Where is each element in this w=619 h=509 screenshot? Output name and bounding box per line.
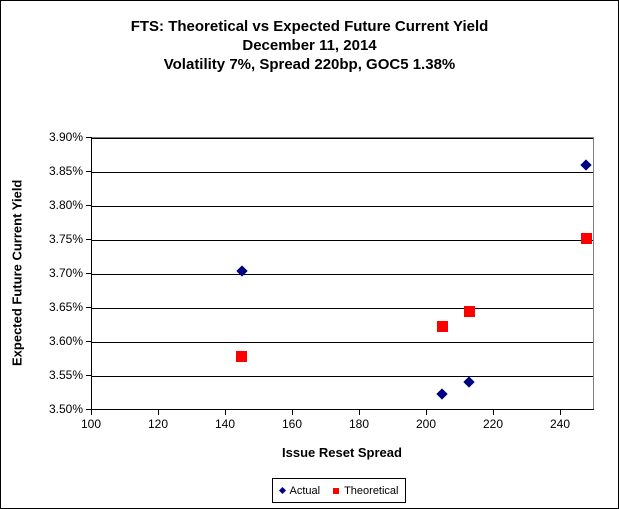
x-tick-mark (91, 410, 92, 415)
x-tick-mark (225, 410, 226, 415)
plot-area (91, 137, 594, 410)
x-tick-label: 180 (348, 417, 370, 431)
data-point-theoretical (464, 306, 475, 317)
y-tick-label: 3.70% (48, 266, 83, 280)
y-tick-label: 3.55% (48, 368, 83, 382)
legend-label: Theoretical (344, 484, 399, 497)
x-tick-mark (560, 410, 561, 415)
chart-title-block: FTS: Theoretical vs Expected Future Curr… (1, 17, 618, 74)
y-tick-mark (86, 205, 91, 206)
x-tick-mark (158, 410, 159, 415)
data-point-theoretical (236, 351, 247, 362)
x-tick-mark (426, 410, 427, 415)
y-tick-label: 3.80% (48, 198, 83, 212)
legend-diamond-icon (278, 486, 286, 495)
y-gridline (91, 206, 593, 207)
y-tick-mark (86, 273, 91, 274)
chart-title-line-1: FTS: Theoretical vs Expected Future Curr… (130, 18, 489, 35)
y-tick-mark (86, 171, 91, 172)
chart-title-line-3: Volatility 7%, Spread 220bp, GOC5 1.38% (163, 56, 456, 73)
y-tick-label: 3.85% (48, 164, 83, 178)
legend-square-icon (333, 487, 340, 494)
data-point-theoretical (437, 321, 448, 332)
data-point-theoretical (581, 233, 592, 244)
x-tick-label: 140 (214, 417, 236, 431)
x-tick-mark (493, 410, 494, 415)
legend-label: Actual (289, 484, 321, 497)
y-gridline (91, 138, 593, 139)
y-gridline (91, 342, 593, 343)
x-tick-mark (292, 410, 293, 415)
y-gridline (91, 308, 593, 309)
x-tick-label: 240 (549, 417, 571, 431)
chart-title-line-2: December 11, 2014 (242, 37, 377, 54)
legend-item-actual: Actual (278, 484, 321, 497)
y-axis-line (91, 137, 92, 410)
y-gridline (91, 240, 593, 241)
y-gridline (91, 376, 593, 377)
x-tick-mark (359, 410, 360, 415)
chart-legend: Actual Theoretical (272, 478, 406, 503)
x-tick-label: 160 (281, 417, 303, 431)
y-tick-label: 3.60% (48, 334, 83, 348)
x-axis-title: Issue Reset Spread (282, 445, 402, 460)
y-gridline (91, 274, 593, 275)
data-point-actual (436, 388, 448, 400)
x-tick-label: 220 (482, 417, 504, 431)
data-point-actual (463, 376, 475, 388)
y-tick-mark (86, 239, 91, 240)
x-tick-label: 100 (80, 417, 102, 431)
data-point-actual (580, 159, 592, 171)
y-tick-mark (86, 307, 91, 308)
x-tick-label: 200 (415, 417, 437, 431)
y-gridline (91, 172, 593, 173)
legend-item-theoretical: Theoretical (333, 484, 399, 497)
x-axis-line (91, 409, 594, 410)
y-tick-mark (86, 409, 91, 410)
x-tick-label: 120 (147, 417, 169, 431)
y-tick-mark (86, 375, 91, 376)
y-tick-label: 3.90% (48, 130, 83, 144)
y-tick-label: 3.75% (48, 232, 83, 246)
y-tick-mark (86, 137, 91, 138)
y-tick-label: 3.65% (48, 300, 83, 314)
y-tick-label: 3.50% (48, 402, 83, 416)
y-axis-title: Expected Future Current Yield (9, 179, 25, 367)
y-tick-mark (86, 341, 91, 342)
